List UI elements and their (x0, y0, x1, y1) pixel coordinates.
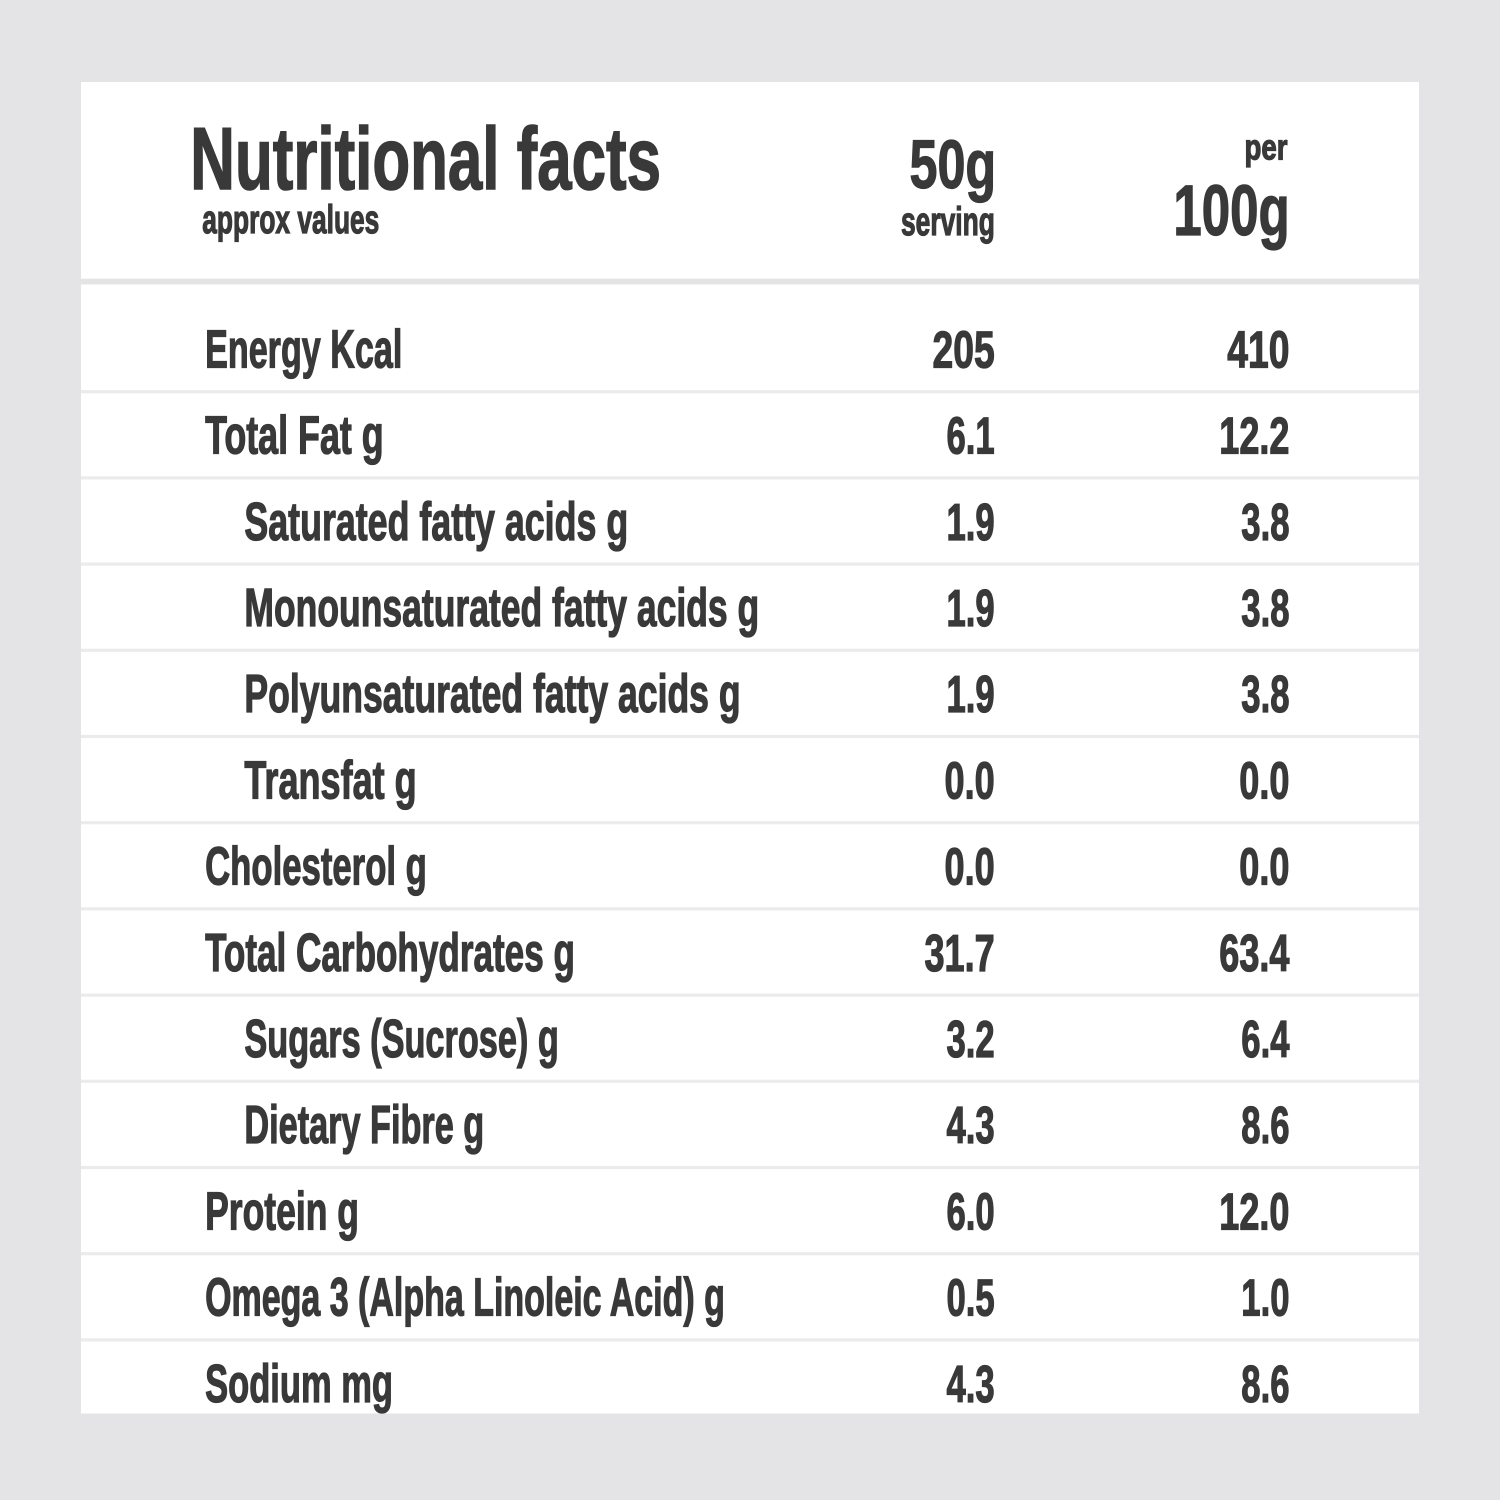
svg-text:0.0: 0.0 (1239, 839, 1289, 897)
svg-text:Saturated fatty acids g: Saturated fatty acids g (244, 493, 628, 552)
svg-text:4.3: 4.3 (947, 1356, 995, 1414)
svg-text:0.0: 0.0 (945, 839, 995, 897)
svg-text:8.6: 8.6 (1241, 1356, 1289, 1414)
svg-text:6.0: 6.0 (947, 1183, 995, 1241)
svg-text:205: 205 (933, 321, 995, 379)
svg-text:3.2: 3.2 (947, 1011, 995, 1069)
svg-text:6.4: 6.4 (1241, 1011, 1289, 1069)
svg-text:63.4: 63.4 (1219, 925, 1289, 983)
svg-text:Dietary Fibre g: Dietary Fibre g (244, 1096, 484, 1155)
svg-text:1.9: 1.9 (947, 580, 995, 638)
svg-text:8.6: 8.6 (1241, 1097, 1289, 1155)
svg-text:0.5: 0.5 (947, 1270, 995, 1328)
svg-text:1.9: 1.9 (947, 666, 995, 724)
svg-text:approx values: approx values (202, 198, 379, 242)
svg-text:Cholesterol g: Cholesterol g (205, 838, 427, 897)
svg-text:Omega 3 (Alpha Linoleic Acid): Omega 3 (Alpha Linoleic Acid) g (205, 1269, 725, 1328)
svg-text:Polyunsaturated fatty acids g: Polyunsaturated fatty acids g (244, 665, 740, 724)
svg-text:410: 410 (1227, 321, 1289, 379)
svg-text:12.2: 12.2 (1219, 408, 1289, 466)
svg-text:1.9: 1.9 (947, 494, 995, 552)
svg-text:50g: 50g (910, 126, 997, 203)
svg-text:1.0: 1.0 (1241, 1270, 1289, 1328)
svg-text:4.3: 4.3 (947, 1097, 995, 1155)
svg-text:0.0: 0.0 (945, 752, 995, 810)
svg-text:Sugars (Sucrose) g: Sugars (Sucrose) g (244, 1010, 558, 1069)
svg-text:100g: 100g (1173, 171, 1289, 251)
svg-text:0.0: 0.0 (1239, 752, 1289, 810)
svg-text:Nutritional facts: Nutritional facts (190, 109, 661, 208)
svg-text:Sodium mg: Sodium mg (205, 1355, 393, 1414)
svg-text:per: per (1245, 127, 1288, 168)
svg-text:serving: serving (901, 200, 995, 244)
svg-text:Transfat g: Transfat g (244, 751, 416, 810)
svg-text:Energy Kcal: Energy Kcal (205, 320, 402, 379)
svg-text:Monounsaturated fatty acids g: Monounsaturated fatty acids g (244, 579, 759, 638)
svg-text:3.8: 3.8 (1241, 666, 1289, 724)
svg-text:12.0: 12.0 (1219, 1183, 1289, 1241)
svg-text:Total Fat g: Total Fat g (205, 407, 384, 466)
svg-text:3.8: 3.8 (1241, 494, 1289, 552)
svg-text:31.7: 31.7 (925, 925, 995, 983)
svg-text:3.8: 3.8 (1241, 580, 1289, 638)
svg-text:6.1: 6.1 (947, 408, 995, 466)
svg-text:Protein g: Protein g (205, 1182, 359, 1241)
svg-text:Total Carbohydrates g: Total Carbohydrates g (205, 924, 575, 983)
